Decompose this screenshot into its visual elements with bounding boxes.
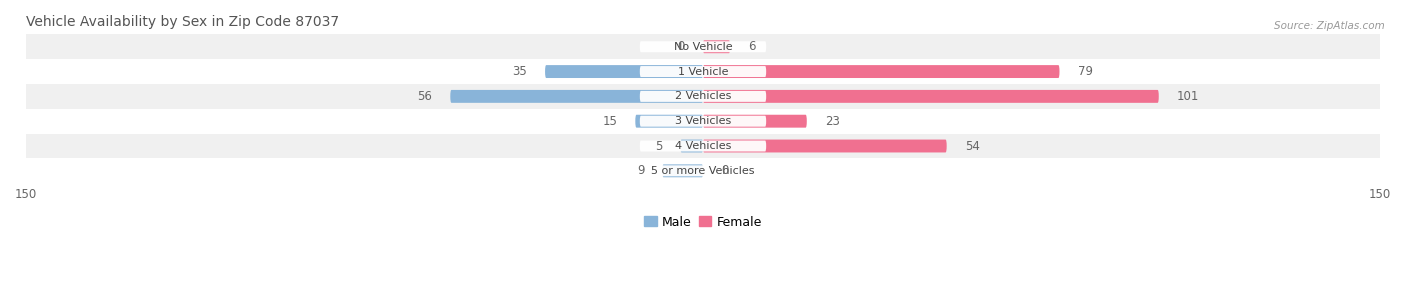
Text: 0: 0: [721, 164, 728, 177]
Text: 3 Vehicles: 3 Vehicles: [675, 116, 731, 126]
Text: 56: 56: [418, 90, 432, 103]
Bar: [27, 159, 1379, 183]
Bar: [27, 134, 1379, 159]
FancyBboxPatch shape: [636, 115, 703, 128]
Bar: [27, 84, 1379, 109]
Text: 9: 9: [637, 164, 644, 177]
Text: 2 Vehicles: 2 Vehicles: [675, 91, 731, 101]
FancyBboxPatch shape: [640, 140, 766, 151]
Text: 15: 15: [602, 115, 617, 128]
Text: 1 Vehicle: 1 Vehicle: [678, 67, 728, 76]
Text: 0: 0: [678, 40, 685, 53]
Bar: [27, 109, 1379, 134]
FancyBboxPatch shape: [546, 65, 703, 78]
Text: 23: 23: [825, 115, 839, 128]
Bar: [27, 34, 1379, 59]
FancyBboxPatch shape: [640, 116, 766, 127]
Text: 4 Vehicles: 4 Vehicles: [675, 141, 731, 151]
FancyBboxPatch shape: [703, 90, 1159, 103]
Text: 5: 5: [655, 140, 662, 152]
FancyBboxPatch shape: [450, 90, 703, 103]
FancyBboxPatch shape: [640, 165, 766, 176]
FancyBboxPatch shape: [703, 65, 1060, 78]
Text: 101: 101: [1177, 90, 1199, 103]
FancyBboxPatch shape: [640, 91, 766, 102]
Text: Source: ZipAtlas.com: Source: ZipAtlas.com: [1274, 21, 1385, 32]
FancyBboxPatch shape: [640, 41, 766, 52]
FancyBboxPatch shape: [703, 140, 946, 152]
FancyBboxPatch shape: [703, 115, 807, 128]
Bar: [27, 59, 1379, 84]
Text: Vehicle Availability by Sex in Zip Code 87037: Vehicle Availability by Sex in Zip Code …: [27, 15, 339, 29]
FancyBboxPatch shape: [662, 164, 703, 177]
Legend: Male, Female: Male, Female: [640, 211, 766, 233]
Text: 54: 54: [965, 140, 980, 152]
FancyBboxPatch shape: [640, 66, 766, 77]
Text: No Vehicle: No Vehicle: [673, 42, 733, 52]
Text: 79: 79: [1077, 65, 1092, 78]
Text: 5 or more Vehicles: 5 or more Vehicles: [651, 166, 755, 176]
Text: 35: 35: [512, 65, 527, 78]
FancyBboxPatch shape: [703, 40, 730, 53]
Text: 6: 6: [748, 40, 755, 53]
FancyBboxPatch shape: [681, 140, 703, 152]
